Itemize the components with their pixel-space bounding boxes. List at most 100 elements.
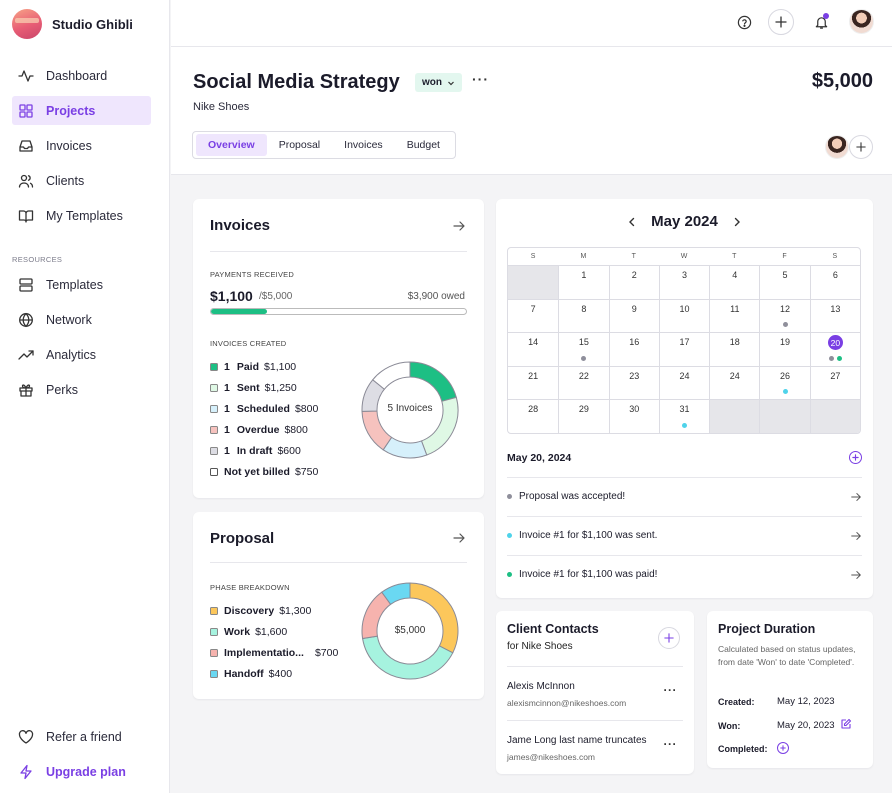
- calendar-day[interactable]: 5: [759, 265, 810, 299]
- event-dot: [828, 355, 834, 361]
- legend-swatch: [210, 628, 218, 636]
- donut-center-label: $5,000: [394, 625, 426, 636]
- arrow-right-icon[interactable]: [850, 491, 862, 503]
- calendar-day[interactable]: 17: [658, 332, 710, 366]
- add-member-button[interactable]: [849, 135, 873, 159]
- day-number: 16: [629, 337, 640, 348]
- legend-swatch: [210, 405, 218, 413]
- contact-options-button[interactable]: ···: [663, 737, 677, 751]
- notifications-button[interactable]: [808, 9, 834, 35]
- calendar-day[interactable]: 8: [558, 298, 609, 333]
- event-row[interactable]: Invoice #1 for $1,100 was sent.: [507, 516, 862, 554]
- calendar-day[interactable]: 11: [709, 298, 760, 333]
- contact-row[interactable]: Alexis McInnon alexismcinnon@nikeshoes.c…: [507, 681, 683, 708]
- help-button[interactable]: [731, 9, 757, 35]
- team-member-avatar[interactable]: [825, 135, 849, 159]
- legend-swatch: [210, 426, 218, 434]
- sidebar-item-projects[interactable]: Projects: [12, 96, 151, 125]
- weekday-label: M: [580, 253, 587, 260]
- proposal-card: Proposal PHASE BREAKDOWN Discovery $1,300…: [193, 512, 484, 699]
- day-number: 10: [679, 303, 690, 314]
- add-completed-date-button[interactable]: [777, 742, 789, 754]
- calendar-day[interactable]: 16: [608, 332, 659, 366]
- day-number: 7: [530, 303, 536, 314]
- calendar-day[interactable]: 10: [658, 298, 710, 333]
- create-button[interactable]: [768, 9, 794, 35]
- calendar-day[interactable]: 27: [809, 365, 860, 400]
- invoice-total: /$5,000: [259, 291, 293, 302]
- donut-segment: [362, 635, 454, 680]
- tab-budget[interactable]: Budget: [406, 139, 440, 151]
- calendar-day[interactable]: 24: [709, 365, 760, 400]
- calendar-day[interactable]: 23: [608, 365, 659, 400]
- tab-overview[interactable]: Overview: [196, 134, 267, 156]
- sidebar-item-clients[interactable]: Clients: [12, 166, 151, 195]
- divider: [507, 666, 683, 667]
- sidebar-item-perks[interactable]: Perks: [12, 375, 151, 404]
- calendar-day[interactable]: 30: [608, 399, 659, 433]
- users-icon: [18, 174, 34, 188]
- sidebar-item-templates[interactable]: Templates: [12, 270, 151, 299]
- project-header: Social Media Strategy won ··· $5,000 Nik…: [171, 47, 892, 175]
- arrow-right-icon[interactable]: [850, 569, 862, 581]
- arrow-right-icon[interactable]: [452, 531, 466, 545]
- calendar-day[interactable]: 13: [809, 298, 860, 333]
- brand[interactable]: Studio Ghibli: [12, 9, 133, 39]
- calendar-day[interactable]: 9: [608, 298, 659, 333]
- calendar-day[interactable]: 6: [809, 265, 860, 299]
- calendar-day[interactable]: 21: [508, 365, 559, 400]
- add-event-button[interactable]: [849, 451, 862, 464]
- arrow-right-icon[interactable]: [452, 219, 466, 233]
- calendar-day[interactable]: 1: [558, 265, 609, 299]
- calendar-day[interactable]: 3: [658, 265, 710, 299]
- calendar-day[interactable]: 20: [809, 332, 860, 366]
- weekday-label: T: [631, 253, 636, 260]
- event-row[interactable]: Proposal was accepted!: [507, 477, 862, 515]
- invoice-count: 1: [224, 361, 230, 373]
- contact-email[interactable]: james@nikeshoes.com: [507, 752, 595, 762]
- phase-name: Handoff: [224, 668, 264, 680]
- calendar-day[interactable]: 24: [658, 365, 710, 400]
- calendar-day[interactable]: 4: [709, 265, 760, 299]
- calendar-day[interactable]: 19: [759, 332, 810, 366]
- calendar-day[interactable]: 18: [709, 332, 760, 366]
- calendar-day[interactable]: 31: [658, 399, 710, 433]
- chevron-right-icon[interactable]: [732, 217, 742, 227]
- tab-proposal[interactable]: Proposal: [278, 139, 321, 151]
- contact-row[interactable]: Jame Long last name truncates james@nike…: [507, 735, 683, 762]
- calendar-day[interactable]: 12: [759, 298, 810, 333]
- client-name[interactable]: Nike Shoes: [193, 101, 250, 113]
- sidebar-item-my-templates[interactable]: My Templates: [12, 201, 151, 230]
- contact-options-button[interactable]: ···: [663, 683, 677, 697]
- sidebar-item-dashboard[interactable]: Dashboard: [12, 61, 151, 90]
- calendar-day[interactable]: 14: [508, 332, 559, 366]
- calendar-day[interactable]: 29: [558, 399, 609, 433]
- calendar-day[interactable]: 22: [558, 365, 609, 400]
- calendar-day[interactable]: 26: [759, 365, 810, 400]
- day-number: 22: [578, 370, 589, 381]
- add-contact-button[interactable]: [658, 627, 680, 649]
- event-dots: [660, 422, 709, 428]
- user-avatar[interactable]: [849, 9, 874, 34]
- sidebar-item-invoices[interactable]: Invoices: [12, 131, 151, 160]
- contact-email[interactable]: alexismcinnon@nikeshoes.com: [507, 698, 627, 708]
- created-label: Created:: [718, 697, 755, 707]
- chevron-left-icon[interactable]: [627, 217, 637, 227]
- calendar-day[interactable]: 2: [608, 265, 659, 299]
- trending-up-icon: [18, 349, 34, 360]
- calendar-day[interactable]: 7: [508, 298, 559, 333]
- sidebar-item-network[interactable]: Network: [12, 305, 151, 334]
- upgrade-plan-button[interactable]: Upgrade plan: [12, 757, 151, 786]
- sidebar-item-analytics[interactable]: Analytics: [12, 340, 151, 369]
- invoice-status: Paid: [236, 361, 260, 373]
- calendar-day[interactable]: 15: [558, 332, 609, 366]
- edit-icon[interactable]: [840, 718, 852, 730]
- event-row[interactable]: Invoice #1 for $1,100 was paid!: [507, 555, 862, 593]
- more-options-button[interactable]: ···: [472, 71, 489, 87]
- sidebar-item-refer-friend[interactable]: Refer a friend: [12, 722, 151, 751]
- status-dropdown[interactable]: won: [415, 73, 462, 92]
- calendar-day[interactable]: 28: [508, 399, 559, 433]
- arrow-right-icon[interactable]: [850, 530, 862, 542]
- tab-invoices[interactable]: Invoices: [344, 139, 383, 151]
